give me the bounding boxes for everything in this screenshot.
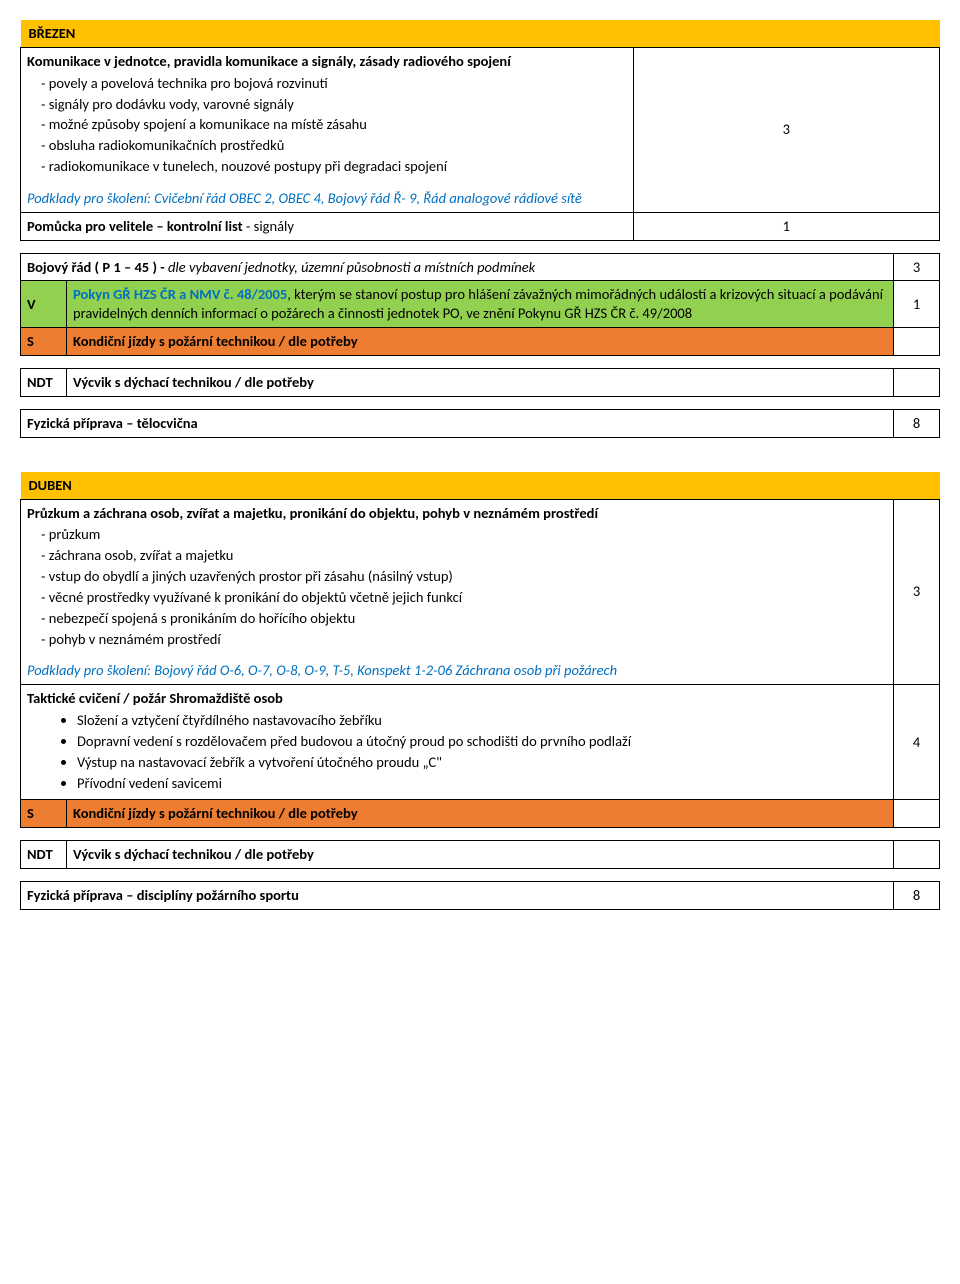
brezen-row5-empty xyxy=(894,328,940,356)
brezen-row2-text-b: - signály xyxy=(243,217,294,235)
brezen-row1-num: 3 xyxy=(633,47,939,212)
duben-row4-tag: NDT xyxy=(21,841,67,869)
brezen-row1-podklady: Podklady pro školení: Cvičební řád OBEC … xyxy=(27,189,582,207)
brezen-row7: Fyzická příprava – tělocvična xyxy=(21,409,894,437)
brezen-table: BŘEZEN Komunikace v jednotce, pravidla k… xyxy=(20,20,940,241)
brezen-row5: Kondiční jízdy s požární technikou / dle… xyxy=(67,328,894,356)
brezen-row4-text-a: Pokyn GŘ HZS ČR a NMV č. 48/2005 xyxy=(73,285,287,303)
list-item: signály pro dodávku vody, varovné signál… xyxy=(55,94,627,115)
brezen-row6: Výcvik s dýchací technikou / dle potřeby xyxy=(67,368,894,396)
duben-row3-empty xyxy=(893,800,939,828)
list-item: Složení a vztyčení čtyřdílného nastavova… xyxy=(77,710,887,731)
brezen-row1: Komunikace v jednotce, pravidla komunika… xyxy=(21,47,634,212)
duben-row1: Průzkum a záchrana osob, zvířat a majetk… xyxy=(21,499,894,685)
list-item: záchrana osob, zvířat a majetku xyxy=(55,545,887,566)
list-item: průzkum xyxy=(55,524,887,545)
list-item: Dopravní vedení s rozdělovačem před budo… xyxy=(77,731,887,752)
brezen-row7-text: Fyzická příprava – tělocvična xyxy=(27,414,198,432)
duben-table-3: Fyzická příprava – disciplíny požárního … xyxy=(20,881,940,910)
duben-row4: Výcvik s dýchací technikou / dle potřeby xyxy=(67,841,894,869)
duben-row4-text: Výcvik s dýchací technikou / dle potřeby xyxy=(73,845,314,863)
brezen-row6-text: Výcvik s dýchací technikou / dle potřeby xyxy=(73,373,314,391)
duben-title: DUBEN xyxy=(21,472,940,499)
duben-row5-num: 8 xyxy=(894,882,940,910)
list-item: nebezpečí spojená s pronikáním do hořící… xyxy=(55,608,887,629)
duben-table: DUBEN Průzkum a záchrana osob, zvířat a … xyxy=(20,472,940,829)
brezen-row6-tag: NDT xyxy=(21,368,67,396)
brezen-row3-text-b: dle vybavení jednotky, územní působnosti… xyxy=(168,258,535,276)
list-item: Výstup na nastavovací žebřík a vytvoření… xyxy=(77,752,887,773)
brezen-row3: Bojový řád ( P 1 – 45 ) - dle vybavení j… xyxy=(21,253,894,281)
brezen-row2: Pomůcka pro velitele – kontrolní list - … xyxy=(21,212,634,240)
brezen-row6-empty xyxy=(894,368,940,396)
brezen-row5-tag: S xyxy=(21,328,67,356)
list-item: věcné prostředky využívané k pronikání d… xyxy=(55,587,887,608)
brezen-table-4: Fyzická příprava – tělocvična 8 xyxy=(20,409,940,438)
list-item: vstup do obydlí a jiných uzavřených pros… xyxy=(55,566,887,587)
list-item: radiokomunikace v tunelech, nouzové post… xyxy=(55,156,627,177)
list-item: pohyb v neznámém prostředí xyxy=(55,629,887,650)
duben-row3-tag: S xyxy=(21,800,67,828)
brezen-row7-num: 8 xyxy=(894,409,940,437)
duben-row5-text: Fyzická příprava – disciplíny požárního … xyxy=(27,886,299,904)
brezen-row5-text: Kondiční jízdy s požární technikou / dle… xyxy=(73,332,358,350)
duben-table-2: NDT Výcvik s dýchací technikou / dle pot… xyxy=(20,840,940,869)
duben-row2-list: Složení a vztyčení čtyřdílného nastavova… xyxy=(27,710,887,793)
brezen-row4: Pokyn GŘ HZS ČR a NMV č. 48/2005, kterým… xyxy=(67,281,894,328)
duben-row1-list: průzkum záchrana osob, zvířat a majetku … xyxy=(27,524,887,649)
brezen-row2-text-a: Pomůcka pro velitele – kontrolní list xyxy=(27,217,243,235)
duben-row4-empty xyxy=(894,841,940,869)
brezen-row4-num: 1 xyxy=(894,281,940,328)
duben-row3-text: Kondiční jízdy s požární technikou / dle… xyxy=(73,804,358,822)
brezen-row2-num: 1 xyxy=(633,212,939,240)
brezen-title: BŘEZEN xyxy=(21,20,940,47)
list-item: možné způsoby spojení a komunikace na mí… xyxy=(55,114,627,135)
list-item: povely a povelová technika pro bojová ro… xyxy=(55,73,627,94)
brezen-row1-heading: Komunikace v jednotce, pravidla komunika… xyxy=(27,52,511,70)
brezen-row4-tag: V xyxy=(21,281,67,328)
brezen-row3-num: 3 xyxy=(894,253,940,281)
duben-row2-heading: Taktické cvičení / požár Shromaždiště os… xyxy=(27,689,283,707)
duben-row3: Kondiční jízdy s požární technikou / dle… xyxy=(67,800,894,828)
duben-row1-heading: Průzkum a záchrana osob, zvířat a majetk… xyxy=(27,504,598,522)
duben-row1-num: 3 xyxy=(893,499,939,685)
list-item: Přívodní vedení savicemi xyxy=(77,773,887,794)
duben-row2: Taktické cvičení / požár Shromaždiště os… xyxy=(21,685,894,800)
brezen-table-3: NDT Výcvik s dýchací technikou / dle pot… xyxy=(20,368,940,397)
list-item: obsluha radiokomunikačních prostředků xyxy=(55,135,627,156)
duben-row5: Fyzická příprava – disciplíny požárního … xyxy=(21,882,894,910)
duben-row1-podklady: Podklady pro školení: Bojový řád O-6, O-… xyxy=(27,661,617,679)
duben-row2-num: 4 xyxy=(893,685,939,800)
brezen-table-2: Bojový řád ( P 1 – 45 ) - dle vybavení j… xyxy=(20,253,940,356)
brezen-row1-list: povely a povelová technika pro bojová ro… xyxy=(27,73,627,177)
brezen-row3-text-a: Bojový řád ( P 1 – 45 ) - xyxy=(27,258,168,276)
